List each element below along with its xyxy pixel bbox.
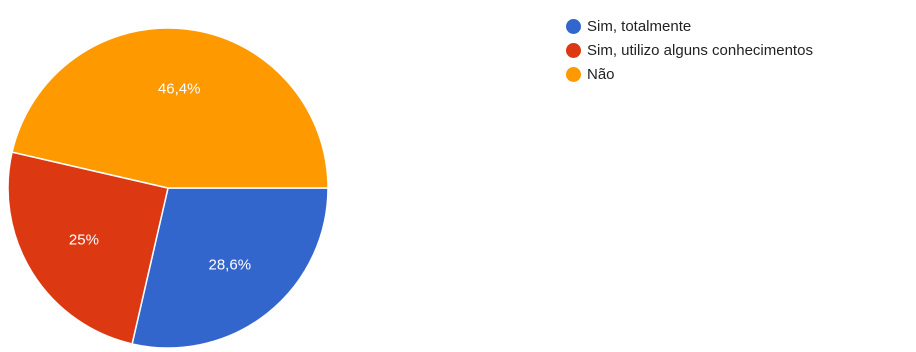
pie-slice-sim-totalmente[interactable] xyxy=(131,187,329,349)
pie-data-label: 46,4% xyxy=(158,80,201,97)
legend-swatch xyxy=(566,18,581,34)
pie-data-labels: 28,6% 25% 46,4% xyxy=(69,80,251,273)
legend: Sim, totalmente Sim, utilizo alguns conh… xyxy=(566,14,813,86)
pie-slice-sim-utilizo-alguns-conhecimentos[interactable] xyxy=(7,151,169,345)
legend-label: Não xyxy=(587,65,615,83)
legend-item-sim-utilizo-alguns-conhecimentos[interactable]: Sim, utilizo alguns conhecimentos xyxy=(566,38,813,62)
legend-item-sim-totalmente[interactable]: Sim, totalmente xyxy=(566,14,813,38)
legend-label: Sim, totalmente xyxy=(587,17,692,35)
legend-item-nao[interactable]: Não xyxy=(566,62,813,86)
pie-data-label: 25% xyxy=(69,232,99,249)
legend-label: Sim, utilizo alguns conhecimentos xyxy=(587,41,813,59)
legend-swatch xyxy=(566,42,581,58)
pie-data-label: 28,6% xyxy=(209,257,252,274)
pie-slice-n-o[interactable] xyxy=(11,27,329,189)
legend-swatch xyxy=(566,66,581,82)
pie-slices xyxy=(7,27,329,349)
